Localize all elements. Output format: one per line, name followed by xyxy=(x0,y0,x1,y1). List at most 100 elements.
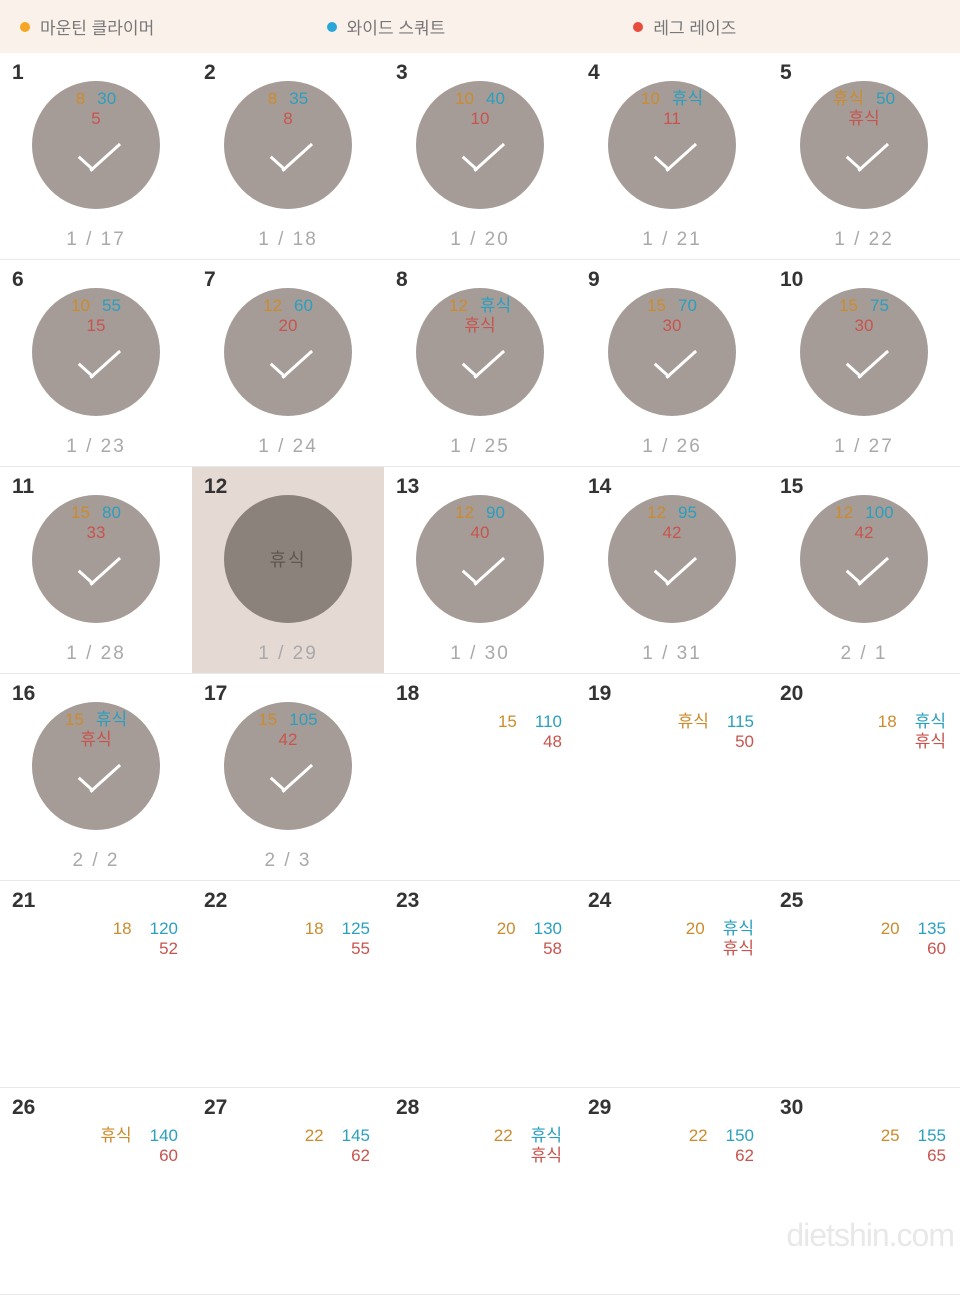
exercise-values: 1812052 xyxy=(113,919,178,959)
day-cell[interactable]: 26휴식14060 xyxy=(0,1088,192,1295)
day-number: 30 xyxy=(780,1096,803,1120)
done-circle xyxy=(608,81,736,209)
day-cell[interactable]: 25 20 13560 xyxy=(768,881,960,1088)
day-cell[interactable]: 2420휴식휴식 xyxy=(576,881,768,1088)
date-label: 2 / 1 xyxy=(768,643,960,665)
day-cell[interactable]: 1512100422 / 1 xyxy=(768,467,960,674)
day-cell[interactable]: 27 2214562 xyxy=(192,1088,384,1295)
legend-dot-2 xyxy=(327,22,337,32)
leg-raise-value: 62 xyxy=(735,1146,754,1166)
leg-raise-value: 휴식 xyxy=(723,939,754,959)
day-cell[interactable]: 283581 / 18 xyxy=(192,53,384,260)
legend-item-1: 마운틴 클라이머 xyxy=(20,14,327,39)
day-cell[interactable]: 232013058 xyxy=(384,881,576,1088)
leg-raise-value: 58 xyxy=(543,939,562,959)
check-icon xyxy=(834,115,894,175)
day-cell[interactable]: 812휴식휴식1 / 25 xyxy=(384,260,576,467)
date-label: 1 / 24 xyxy=(192,436,384,458)
mountain-climber-value: 22 xyxy=(494,1126,513,1146)
day-number: 22 xyxy=(204,889,227,913)
watermark: dietshin.com xyxy=(786,1217,954,1254)
legend-label-3: 레그 레이즈 xyxy=(653,14,736,39)
done-circle xyxy=(416,495,544,623)
exercise-values: 2214562 xyxy=(305,1126,370,1166)
wide-squat-value: 120 xyxy=(150,919,178,939)
legend-dot-1 xyxy=(20,22,30,32)
day-cell[interactable]: 410휴식111 / 21 xyxy=(576,53,768,260)
day-number: 11 xyxy=(12,475,34,499)
check-icon xyxy=(258,736,318,796)
exercise-values: 1511048 xyxy=(498,712,562,752)
leg-raise-value: 50 xyxy=(735,732,754,752)
day-number: 29 xyxy=(588,1096,611,1120)
day-number: 7 xyxy=(204,268,216,292)
day-cell[interactable]: 211812052 xyxy=(0,881,192,1088)
day-number: 15 xyxy=(780,475,803,499)
date-label: 1 / 18 xyxy=(192,229,384,251)
mountain-climber-value: 20 xyxy=(497,919,516,939)
day-cell[interactable]: 29 2215062 xyxy=(576,1088,768,1295)
day-cell[interactable]: 1615휴식휴식2 / 2 xyxy=(0,674,192,881)
legend-label-2: 와이드 스쿼트 xyxy=(347,14,446,39)
day-cell[interactable]: 221812555 xyxy=(192,881,384,1088)
day-cell[interactable]: 2822휴식휴식 xyxy=(384,1088,576,1295)
day-number: 13 xyxy=(396,475,419,499)
exercise-values: 2515565 xyxy=(881,1126,946,1166)
leg-raise-value: 65 xyxy=(927,1146,946,1166)
day-number: 25 xyxy=(780,889,803,913)
day-cell[interactable]: 12휴식1 / 29 xyxy=(192,467,384,674)
exercise-values: 2013058 xyxy=(497,919,562,959)
exercise-values: 휴식11550 xyxy=(678,712,754,752)
done-circle xyxy=(224,702,352,830)
day-number: 16 xyxy=(12,682,35,706)
wide-squat-value: 135 xyxy=(918,919,946,939)
day-cell[interactable]: 101575301 / 27 xyxy=(768,260,960,467)
day-cell[interactable]: 19 휴식11550 xyxy=(576,674,768,881)
day-cell[interactable]: 1715105422 / 3 xyxy=(192,674,384,881)
day-number: 19 xyxy=(588,682,611,706)
day-cell[interactable]: 181511048 xyxy=(384,674,576,881)
day-number: 9 xyxy=(588,268,600,292)
leg-raise-value: 55 xyxy=(351,939,370,959)
day-number: 27 xyxy=(204,1096,227,1120)
mountain-climber-value: 15 xyxy=(498,712,517,732)
day-cell[interactable]: 71260201 / 24 xyxy=(192,260,384,467)
check-icon xyxy=(66,529,126,589)
day-number: 4 xyxy=(588,61,600,85)
day-cell[interactable]: 131290401 / 30 xyxy=(384,467,576,674)
exercise-values: 2215062 xyxy=(689,1126,754,1166)
day-cell[interactable]: 91570301 / 26 xyxy=(576,260,768,467)
day-cell[interactable]: 61055151 / 23 xyxy=(0,260,192,467)
day-cell[interactable]: 30 2515565 dietshin.com xyxy=(768,1088,960,1295)
check-icon xyxy=(642,529,702,589)
date-label: 1 / 25 xyxy=(384,436,576,458)
check-icon xyxy=(66,115,126,175)
day-cell[interactable]: 2018휴식휴식 xyxy=(768,674,960,881)
date-label: 1 / 22 xyxy=(768,229,960,251)
wide-squat-value: 155 xyxy=(918,1126,946,1146)
day-cell[interactable]: 141295421 / 31 xyxy=(576,467,768,674)
date-label: 1 / 30 xyxy=(384,643,576,665)
legend-label-1: 마운틴 클라이머 xyxy=(40,14,154,39)
calendar-grid: 183051 / 17283581 / 1831040101 / 20410휴식… xyxy=(0,53,960,1295)
legend-dot-3 xyxy=(633,22,643,32)
wide-squat-value: 125 xyxy=(342,919,370,939)
leg-raise-value: 48 xyxy=(543,732,562,752)
done-circle xyxy=(800,495,928,623)
leg-raise-value: 60 xyxy=(927,939,946,959)
day-cell[interactable]: 31040101 / 20 xyxy=(384,53,576,260)
exercise-values: 18휴식휴식 xyxy=(878,712,946,752)
date-label: 1 / 26 xyxy=(576,436,768,458)
day-cell[interactable]: 5휴식50휴식1 / 22 xyxy=(768,53,960,260)
day-number: 12 xyxy=(204,475,227,499)
wide-squat-value: 휴식 xyxy=(723,919,754,939)
exercise-values: 휴식14060 xyxy=(100,1126,178,1166)
date-label: 1 / 20 xyxy=(384,229,576,251)
wide-squat-value: 150 xyxy=(726,1126,754,1146)
day-cell[interactable]: 183051 / 17 xyxy=(0,53,192,260)
day-cell[interactable]: 111580331 / 28 xyxy=(0,467,192,674)
exercise-values: 22휴식휴식 xyxy=(494,1126,562,1166)
date-label: 1 / 17 xyxy=(0,229,192,251)
exercise-values: 20휴식휴식 xyxy=(686,919,754,959)
mountain-climber-value: 20 xyxy=(881,919,900,939)
